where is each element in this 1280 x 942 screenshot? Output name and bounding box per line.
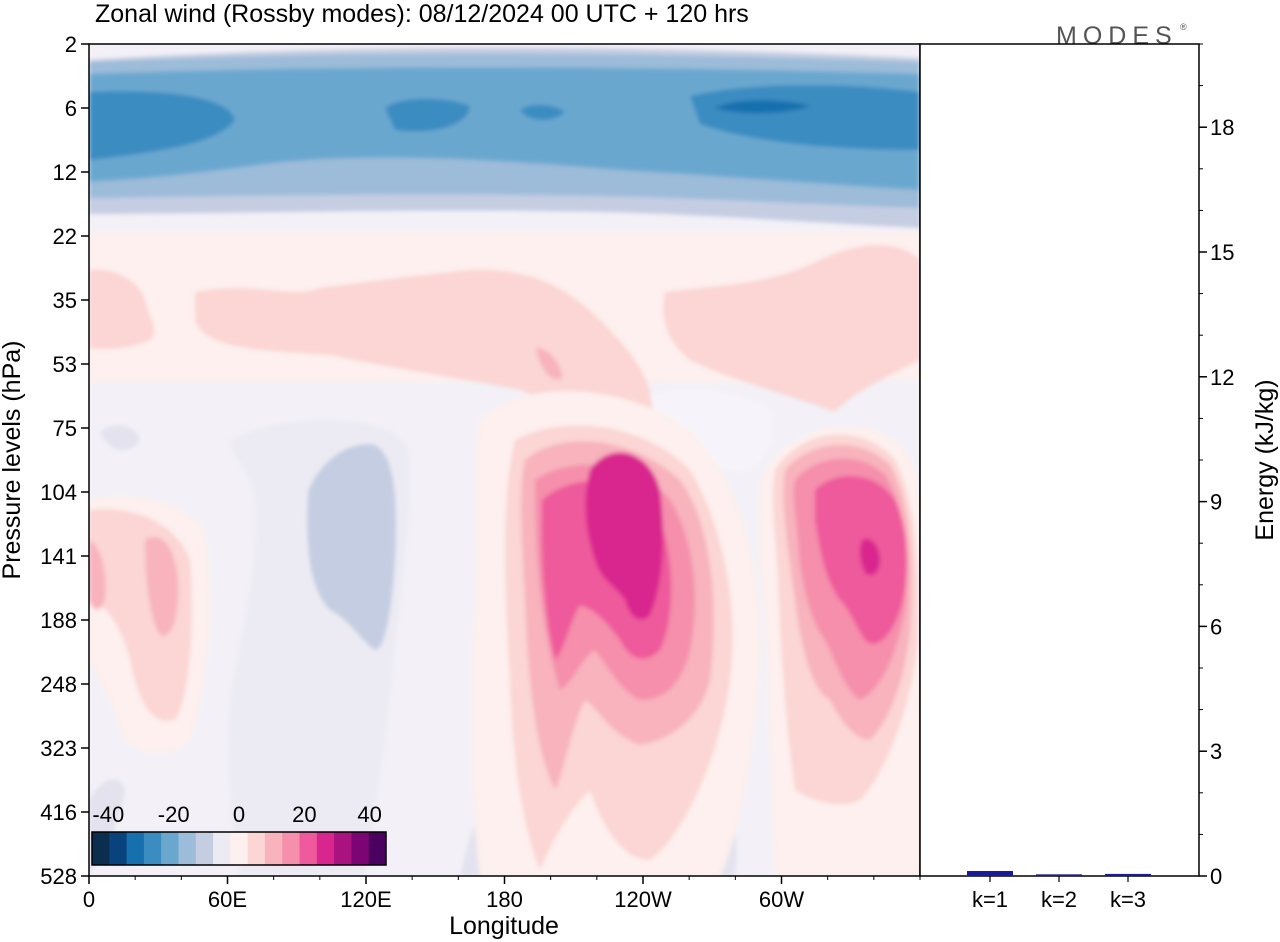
west-max-left-edge (89, 540, 106, 610)
easterly-core (715, 100, 810, 114)
colorbar-swatch (213, 832, 231, 865)
energy-category-label: k=1 (972, 887, 1008, 912)
x-tick-label: 60W (759, 887, 804, 912)
y-tick-label: 22 (53, 224, 77, 249)
colorbar-swatch (161, 832, 179, 865)
y-tick-label: 53 (53, 352, 77, 377)
energy-axis-label: Energy (kJ/kg) (1251, 379, 1279, 540)
energy-tick-label: 6 (1210, 614, 1222, 639)
x-axis-label: Longitude (449, 912, 559, 940)
jet-120w-core (585, 452, 663, 620)
y-tick-label: 188 (40, 608, 77, 633)
energy-bar (1105, 873, 1151, 876)
colorbar-swatch (109, 832, 128, 865)
colorbar-swatch (282, 832, 301, 865)
easterly-band-4c (520, 104, 565, 120)
energy-category-label: k=3 (1110, 887, 1146, 912)
y-tick-label: 104 (40, 480, 77, 505)
x-tick-label: 0 (83, 887, 95, 912)
x-tick-label: 120E (340, 887, 391, 912)
colorbar-frame (91, 831, 387, 866)
heatmap-plot (89, 44, 920, 876)
easterly-band-4b (385, 98, 470, 132)
x-tick-label: 60E (208, 887, 247, 912)
colorbar-swatch (368, 832, 387, 865)
y-tick-label: 6 (65, 96, 77, 121)
y-tick-label: 35 (53, 288, 77, 313)
westerly-layer-pink-mid (195, 269, 653, 430)
colorbar-swatch (264, 832, 283, 865)
energy-bar (967, 871, 1013, 876)
colorbar-tick-label: -20 (158, 802, 190, 827)
y-tick-label: 2 (65, 32, 77, 57)
y-tick-label: 75 (53, 416, 77, 441)
colorbar-swatch (334, 832, 352, 865)
energy-tick-label: 12 (1210, 365, 1234, 390)
westerly-layer-pink-left (89, 269, 155, 350)
colorbar-swatch (351, 832, 370, 865)
easterly-patch-2 (307, 444, 396, 650)
easterly-patch-3 (100, 425, 140, 451)
y-tick-label: 248 (40, 672, 77, 697)
westerly-layer-pink-right (663, 245, 920, 412)
energy-panel-frame (919, 43, 1200, 877)
colorbar-swatch (92, 832, 110, 865)
energy-axis: 0 3 6 9 12 15 18 (1199, 43, 1234, 889)
y-tick-label: 141 (40, 544, 77, 569)
colorbar-tick-label: 40 (357, 802, 381, 827)
heatmap-features (89, 47, 920, 876)
colorbar-swatch (230, 832, 249, 865)
x-tick-label: 120W (614, 887, 672, 912)
colorbar-swatch (316, 832, 335, 865)
colorbar: -40 -20 0 20 40 (91, 802, 387, 866)
energy-category-label: k=2 (1041, 887, 1077, 912)
y-tick-label: 12 (53, 160, 77, 185)
colorbar-tick-label: 20 (292, 802, 316, 827)
colorbar-tick-label: 0 (233, 802, 245, 827)
westerly-spot (536, 347, 562, 380)
y-axis-label: Pressure levels (hPa) (0, 341, 26, 580)
energy-tick-label: 0 (1210, 864, 1222, 889)
energy-tick-label: 15 (1210, 240, 1234, 265)
y-axis: 2 6 12 22 35 53 75 104 141 188 248 323 416 528 (40, 32, 89, 889)
chart-title: Zonal wind (Rossby modes): 08/12/2024 00… (95, 0, 749, 28)
easterly-patch-4 (650, 390, 773, 472)
y-tick-label: 528 (40, 864, 77, 889)
energy-bar (1036, 874, 1082, 876)
energy-bars: k=1 k=2 k=3 (967, 871, 1151, 912)
y-tick-label: 323 (40, 736, 77, 761)
colorbar-swatch (143, 832, 162, 865)
energy-tick-label: 9 (1210, 490, 1222, 515)
colorbar-swatch (247, 832, 266, 865)
jet-60w-core (859, 538, 880, 576)
y-tick-label: 416 (40, 800, 77, 825)
x-axis: 0 60E 120E 180 120W 60W (83, 876, 921, 912)
colorbar-swatch (299, 832, 318, 865)
easterly-band-4 (89, 91, 235, 160)
x-tick-label: 180 (486, 887, 523, 912)
energy-tick-label: 18 (1210, 115, 1234, 140)
west-max-left-core (145, 536, 179, 636)
logo-registered-mark: ® (1180, 22, 1187, 32)
colorbar-swatch (126, 832, 145, 865)
colorbar-swatch (195, 832, 214, 865)
energy-tick-label: 3 (1210, 739, 1222, 764)
colorbar-swatch (178, 832, 197, 865)
colorbar-tick-label: -40 (92, 802, 124, 827)
